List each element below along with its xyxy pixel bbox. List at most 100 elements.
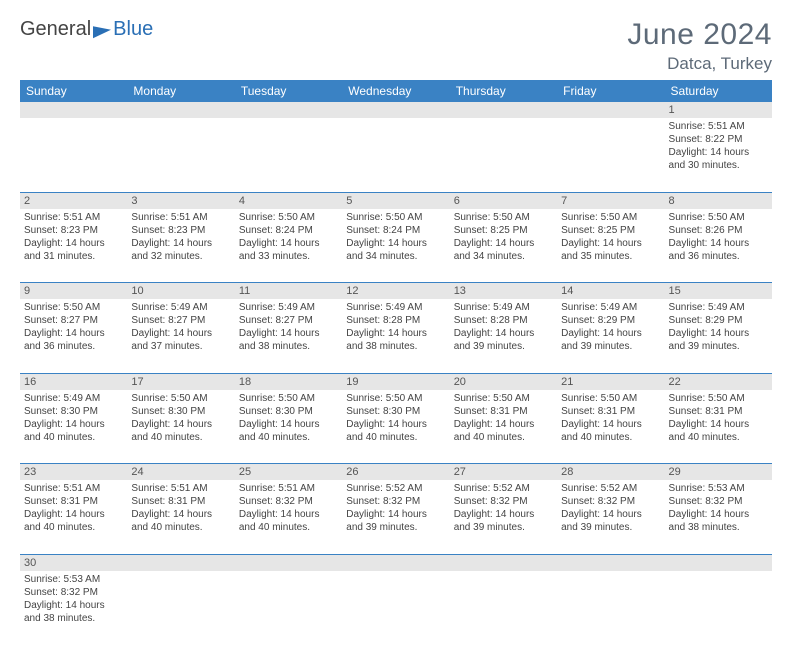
daylight-text: Daylight: 14 hours xyxy=(131,508,230,521)
day-number-row: 16171819202122 xyxy=(20,373,772,390)
daylight-text: Daylight: 14 hours xyxy=(669,237,768,250)
daylight-text: and 40 minutes. xyxy=(669,431,768,444)
daylight-text: and 36 minutes. xyxy=(24,340,123,353)
sunset-text: Sunset: 8:26 PM xyxy=(669,224,768,237)
day-number: 3 xyxy=(131,195,137,207)
day-number-cell: 1 xyxy=(665,102,772,118)
daylight-text: and 36 minutes. xyxy=(669,250,768,263)
day-number-row: 2345678 xyxy=(20,192,772,209)
sunrise-text: Sunrise: 5:50 AM xyxy=(24,301,123,314)
sunrise-text: Sunrise: 5:49 AM xyxy=(346,301,445,314)
day-number: 9 xyxy=(24,285,30,297)
day-number: 21 xyxy=(561,376,573,388)
daylight-text: Daylight: 14 hours xyxy=(346,418,445,431)
week-row: Sunrise: 5:51 AMSunset: 8:22 PMDaylight:… xyxy=(20,118,772,192)
day-number: 23 xyxy=(24,466,36,478)
sunrise-text: Sunrise: 5:49 AM xyxy=(131,301,230,314)
day-number: 30 xyxy=(24,557,36,569)
day-number: 13 xyxy=(454,285,466,297)
sunset-text: Sunset: 8:29 PM xyxy=(561,314,660,327)
day-number-cell: 19 xyxy=(342,373,449,390)
day-number-cell xyxy=(20,102,127,118)
sunset-text: Sunset: 8:25 PM xyxy=(561,224,660,237)
daylight-text: and 40 minutes. xyxy=(454,431,553,444)
sunrise-text: Sunrise: 5:53 AM xyxy=(669,482,768,495)
sunrise-text: Sunrise: 5:50 AM xyxy=(454,392,553,405)
sunrise-text: Sunrise: 5:50 AM xyxy=(561,211,660,224)
sunset-text: Sunset: 8:22 PM xyxy=(669,133,768,146)
daylight-text: Daylight: 14 hours xyxy=(561,508,660,521)
daylight-text: Daylight: 14 hours xyxy=(131,237,230,250)
logo-word1: General xyxy=(20,18,91,41)
sunrise-text: Sunrise: 5:50 AM xyxy=(346,211,445,224)
day-cell xyxy=(235,118,342,192)
day-cell xyxy=(557,571,664,645)
day-number: 8 xyxy=(669,195,675,207)
day-cell: Sunrise: 5:49 AMSunset: 8:28 PMDaylight:… xyxy=(342,299,449,373)
day-number: 10 xyxy=(131,285,143,297)
daylight-text: and 39 minutes. xyxy=(669,340,768,353)
sunrise-text: Sunrise: 5:50 AM xyxy=(454,211,553,224)
daylight-text: and 32 minutes. xyxy=(131,250,230,263)
daylight-text: and 40 minutes. xyxy=(561,431,660,444)
sunset-text: Sunset: 8:31 PM xyxy=(454,405,553,418)
sunset-text: Sunset: 8:31 PM xyxy=(669,405,768,418)
week-row: Sunrise: 5:50 AMSunset: 8:27 PMDaylight:… xyxy=(20,299,772,373)
sunrise-text: Sunrise: 5:49 AM xyxy=(239,301,338,314)
day-cell xyxy=(342,571,449,645)
day-number: 25 xyxy=(239,466,251,478)
day-number-cell: 7 xyxy=(557,192,664,209)
day-number: 5 xyxy=(346,195,352,207)
daylight-text: Daylight: 14 hours xyxy=(239,418,338,431)
sunset-text: Sunset: 8:25 PM xyxy=(454,224,553,237)
sunset-text: Sunset: 8:28 PM xyxy=(454,314,553,327)
day-cell: Sunrise: 5:50 AMSunset: 8:31 PMDaylight:… xyxy=(665,390,772,464)
daylight-text: and 39 minutes. xyxy=(346,521,445,534)
day-number-cell: 18 xyxy=(235,373,342,390)
day-cell: Sunrise: 5:51 AMSunset: 8:31 PMDaylight:… xyxy=(20,480,127,554)
sunrise-text: Sunrise: 5:50 AM xyxy=(239,392,338,405)
day-number-cell xyxy=(235,102,342,118)
day-number-cell: 14 xyxy=(557,283,664,300)
sunrise-text: Sunrise: 5:49 AM xyxy=(561,301,660,314)
day-cell: Sunrise: 5:50 AMSunset: 8:25 PMDaylight:… xyxy=(557,209,664,283)
sunset-text: Sunset: 8:27 PM xyxy=(131,314,230,327)
daylight-text: Daylight: 14 hours xyxy=(561,237,660,250)
day-number-cell: 23 xyxy=(20,464,127,481)
daylight-text: and 39 minutes. xyxy=(561,521,660,534)
day-number-cell: 21 xyxy=(557,373,664,390)
daylight-text: Daylight: 14 hours xyxy=(24,418,123,431)
sunset-text: Sunset: 8:29 PM xyxy=(669,314,768,327)
day-number: 27 xyxy=(454,466,466,478)
day-number-cell: 4 xyxy=(235,192,342,209)
day-number: 19 xyxy=(346,376,358,388)
sunrise-text: Sunrise: 5:49 AM xyxy=(24,392,123,405)
sunrise-text: Sunrise: 5:52 AM xyxy=(561,482,660,495)
daylight-text: and 40 minutes. xyxy=(24,431,123,444)
day-cell: Sunrise: 5:49 AMSunset: 8:28 PMDaylight:… xyxy=(450,299,557,373)
sunrise-text: Sunrise: 5:53 AM xyxy=(24,573,123,586)
day-cell xyxy=(127,571,234,645)
day-number-row: 23242526272829 xyxy=(20,464,772,481)
week-row: Sunrise: 5:51 AMSunset: 8:23 PMDaylight:… xyxy=(20,209,772,283)
sunrise-text: Sunrise: 5:51 AM xyxy=(24,482,123,495)
daylight-text: Daylight: 14 hours xyxy=(669,146,768,159)
day-number-row: 9101112131415 xyxy=(20,283,772,300)
sunset-text: Sunset: 8:32 PM xyxy=(669,495,768,508)
sunset-text: Sunset: 8:32 PM xyxy=(454,495,553,508)
day-number-cell: 9 xyxy=(20,283,127,300)
day-number-cell: 13 xyxy=(450,283,557,300)
sunrise-text: Sunrise: 5:50 AM xyxy=(239,211,338,224)
day-number-cell: 11 xyxy=(235,283,342,300)
day-cell: Sunrise: 5:49 AMSunset: 8:27 PMDaylight:… xyxy=(235,299,342,373)
day-number-cell: 3 xyxy=(127,192,234,209)
flag-icon xyxy=(93,23,111,38)
day-cell: Sunrise: 5:51 AMSunset: 8:31 PMDaylight:… xyxy=(127,480,234,554)
sunset-text: Sunset: 8:31 PM xyxy=(561,405,660,418)
day-cell: Sunrise: 5:49 AMSunset: 8:27 PMDaylight:… xyxy=(127,299,234,373)
daylight-text: and 33 minutes. xyxy=(239,250,338,263)
day-number-cell: 27 xyxy=(450,464,557,481)
day-number-cell xyxy=(557,554,664,571)
day-number-cell: 26 xyxy=(342,464,449,481)
day-cell xyxy=(342,118,449,192)
